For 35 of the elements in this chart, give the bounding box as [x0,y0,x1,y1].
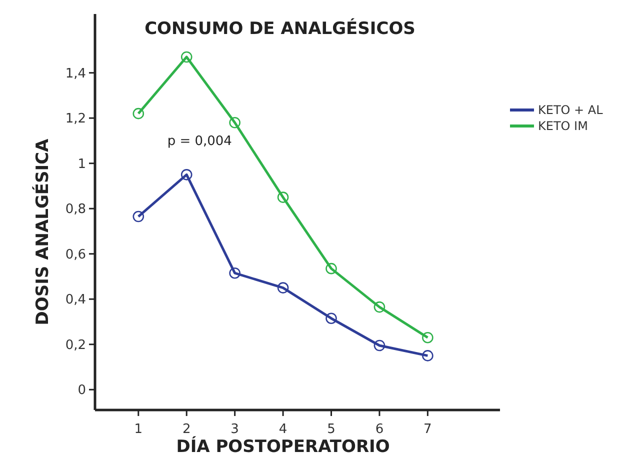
x-tick-label: 2 [182,422,191,437]
x-tick-label: 5 [327,422,336,437]
annotation: p = 0,004 [167,134,232,150]
point [229,267,240,279]
point [229,116,240,128]
legend-label: KETO IM [538,119,588,134]
y-tick-label: 0 [78,383,86,398]
y-axis-title: DOSIS ANALGÉSICA [32,138,53,326]
y-tick-label: 0,2 [65,338,86,353]
y-tick-label: 1,4 [65,66,86,82]
point [374,301,386,313]
point [277,282,289,294]
point [132,210,144,222]
point [326,312,337,324]
y-tick-label: 1,2 [65,112,86,127]
point [180,51,192,63]
x-tick-label: 3 [230,422,239,437]
point [422,350,434,362]
point [326,262,337,274]
x-tick-label: 1 [134,422,143,437]
point [374,340,386,352]
point [132,108,144,120]
x-axis-title: DÍA POSTOPERATORIO [176,436,390,457]
point [277,192,289,203]
chart-title: CONSUMO DE ANALGÉSICOS [144,18,416,39]
point [180,169,192,180]
x-tick-label: 6 [375,422,384,437]
legend-label: KETO + AL [538,103,604,118]
x-tick-label: 4 [278,422,288,437]
y-tick-label: 0,8 [65,202,86,218]
y-tick-label: 0,6 [65,247,86,262]
point [422,332,434,344]
y-tick-label: 1 [78,156,86,172]
x-tick-label: 7 [424,422,432,437]
y-tick-label: 0,4 [65,292,86,308]
